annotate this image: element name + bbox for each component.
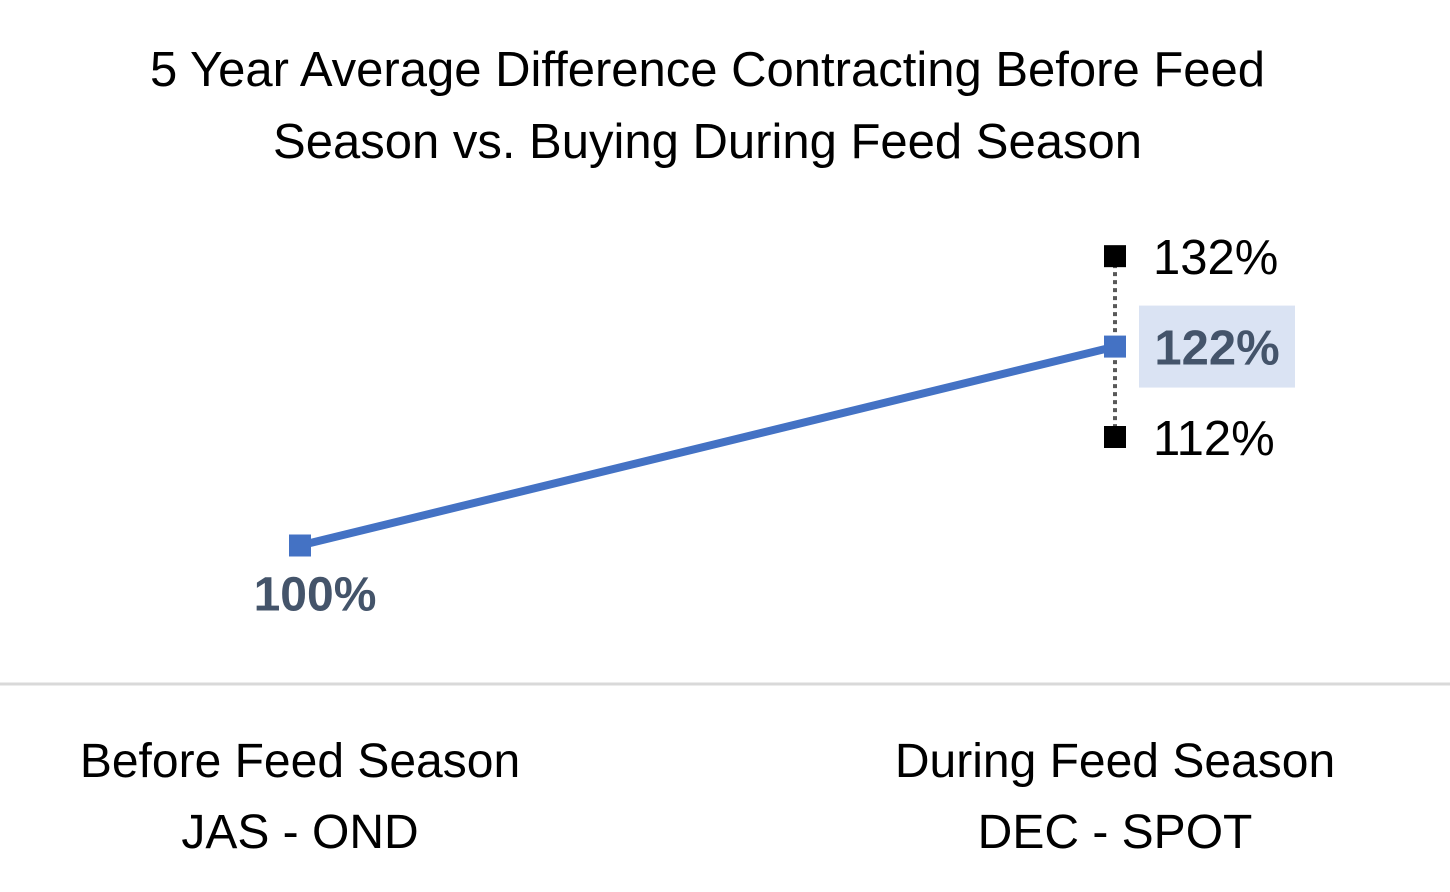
- category-label-during-line-1: During Feed Season: [895, 735, 1335, 788]
- range-high-marker: [1104, 245, 1126, 268]
- chart-title-line-2: Season vs. Buying During Feed Season: [273, 115, 1142, 169]
- data-label-before: 100%: [254, 569, 377, 622]
- series-marker-0: [289, 534, 311, 557]
- category-label-before-line-1: Before Feed Season: [80, 735, 520, 788]
- series-label-highlight: [1139, 305, 1295, 388]
- range-high-label: 132%: [1153, 231, 1278, 285]
- series-line: [299, 342, 1116, 550]
- data-label-during: 122%: [1154, 322, 1279, 376]
- chart-title: 5 Year Average Difference Contracting Be…: [0, 34, 1415, 178]
- chart-title-line-1: 5 Year Average Difference Contracting Be…: [149, 43, 1266, 97]
- range-low-marker: [1104, 426, 1126, 448]
- range-low-label: 112%: [1153, 412, 1275, 466]
- series-marker-1: [1104, 335, 1126, 358]
- category-label-before-line-2: JAS - OND: [181, 806, 418, 859]
- category-label-during-line-2: DEC - SPOT: [978, 806, 1253, 859]
